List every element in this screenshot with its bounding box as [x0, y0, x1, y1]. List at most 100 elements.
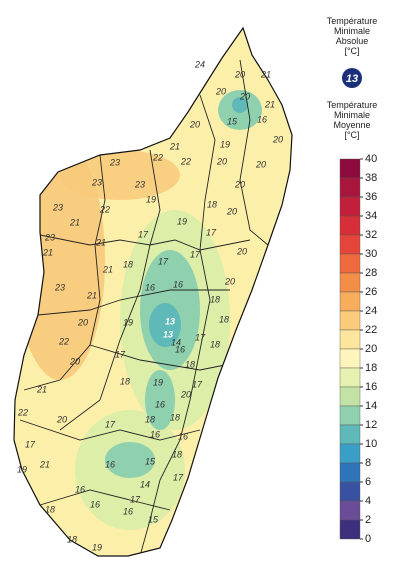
- map-value: 18: [210, 339, 220, 349]
- map-value: 17: [25, 439, 36, 449]
- color-band: [339, 234, 361, 255]
- map-value: 23: [91, 177, 102, 187]
- map-value: 16: [145, 282, 155, 292]
- legend-title: [°C]: [344, 130, 359, 140]
- color-band: [339, 386, 361, 407]
- tick-label: 14: [365, 400, 377, 412]
- tick-label: 30: [365, 248, 377, 260]
- tick-label: 26: [365, 286, 377, 298]
- map-value: 17: [115, 349, 126, 359]
- map-value: 20: [224, 276, 235, 286]
- absolute-min: 13: [165, 316, 175, 326]
- tick-label: 20: [365, 343, 377, 355]
- color-band: [339, 367, 361, 388]
- map-value: 17: [158, 256, 169, 266]
- map-value: 22: [17, 407, 28, 417]
- map-value: 21: [86, 290, 97, 300]
- map-value: 21: [69, 217, 80, 227]
- tick-label: 10: [365, 438, 377, 450]
- color-band: [339, 443, 361, 464]
- map-value: 20: [77, 317, 88, 327]
- map-value: 17: [138, 229, 149, 239]
- color-band: [339, 348, 361, 369]
- color-band: [339, 158, 361, 179]
- badge: [342, 68, 362, 88]
- color-band: [339, 196, 361, 217]
- tick-label: 18: [365, 362, 377, 374]
- map-value: 18: [120, 376, 130, 386]
- map-value: 16: [150, 429, 160, 439]
- map-value: 20: [234, 179, 245, 189]
- map-value: 20: [226, 206, 237, 216]
- absolute-min: 13: [163, 329, 173, 339]
- map-value: 18: [172, 449, 182, 459]
- legend-title: Température: [327, 100, 378, 110]
- map-value: 16: [155, 399, 165, 409]
- map-value: 18: [45, 504, 55, 514]
- map-value: 16: [90, 499, 100, 509]
- legend-title: Température: [327, 16, 378, 26]
- map-value: 16: [173, 279, 183, 289]
- legend-title: [°C]: [344, 46, 359, 56]
- map-value: 23: [44, 232, 55, 242]
- color-band: [339, 519, 361, 540]
- tick-label: 12: [365, 419, 377, 431]
- map-value: 20: [180, 389, 191, 399]
- legend-title: Minimale: [334, 110, 370, 120]
- map-value: 16: [178, 431, 188, 441]
- tick-label: 38: [365, 172, 377, 184]
- map-value: 22: [152, 152, 163, 162]
- map-value: 20: [69, 356, 80, 366]
- map-value: 20: [234, 69, 245, 79]
- map-value: 17: [130, 494, 141, 504]
- map-value: 15: [145, 456, 156, 466]
- tick-label: 32: [365, 229, 377, 241]
- tick-label: 40: [365, 153, 377, 165]
- map-value: 21: [95, 237, 106, 247]
- map-value: 24: [194, 59, 205, 69]
- map-value: 16: [123, 506, 133, 516]
- map-value: 15: [227, 116, 238, 126]
- map-value: 18: [67, 534, 77, 544]
- map-value: 20: [56, 414, 67, 424]
- map-value: 18: [123, 259, 133, 269]
- map-value: 15: [148, 514, 159, 524]
- tick-label: 34: [365, 210, 377, 222]
- map-value: 18: [210, 294, 220, 304]
- map-value: 21: [39, 459, 50, 469]
- tick-label: 6: [365, 476, 371, 488]
- map-value: 18: [185, 359, 195, 369]
- map-value: 17: [173, 472, 184, 482]
- map-value: 17: [195, 332, 206, 342]
- legend-title: Absolue: [336, 36, 369, 46]
- tick-label: 2: [365, 514, 371, 526]
- map-value: 20: [215, 86, 226, 96]
- map-value: 22: [99, 204, 110, 214]
- map-value: 20: [255, 159, 266, 169]
- color-band: [339, 177, 361, 198]
- map-value: 21: [36, 384, 47, 394]
- color-band: [339, 215, 361, 236]
- color-band: [339, 405, 361, 426]
- map-value: 20: [239, 91, 250, 101]
- map-value: 21: [169, 141, 180, 151]
- map-value: 17: [206, 227, 217, 237]
- map-value: 23: [52, 202, 63, 212]
- map-value: 22: [58, 336, 69, 346]
- color-band: [339, 253, 361, 274]
- map-value: 16: [105, 459, 115, 469]
- map-value: 20: [216, 156, 227, 166]
- tick-label: 16: [365, 381, 377, 393]
- badge-label: 13: [346, 73, 358, 85]
- tick-label: 4: [365, 495, 371, 507]
- color-band: [339, 272, 361, 293]
- map-value: 19: [123, 317, 133, 327]
- legend-title: Moyenne: [333, 120, 370, 130]
- map-value: 18: [170, 412, 180, 422]
- color-band: [339, 329, 361, 350]
- map-value: 18: [219, 314, 229, 324]
- tick-label: 28: [365, 267, 377, 279]
- tick-label: 22: [365, 324, 377, 336]
